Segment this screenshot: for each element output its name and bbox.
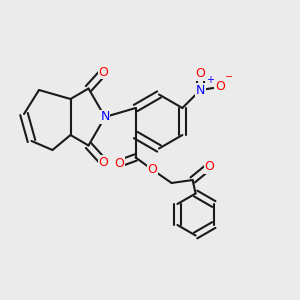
Text: O: O (204, 160, 214, 173)
Text: O: O (195, 67, 205, 80)
Text: N: N (100, 110, 110, 124)
Text: O: O (114, 157, 124, 170)
Text: O: O (99, 155, 108, 169)
Text: N: N (196, 83, 205, 97)
Text: O: O (215, 80, 225, 94)
Text: O: O (99, 65, 108, 79)
Text: +: + (206, 75, 214, 85)
Text: −: − (225, 72, 233, 82)
Text: O: O (147, 163, 157, 176)
